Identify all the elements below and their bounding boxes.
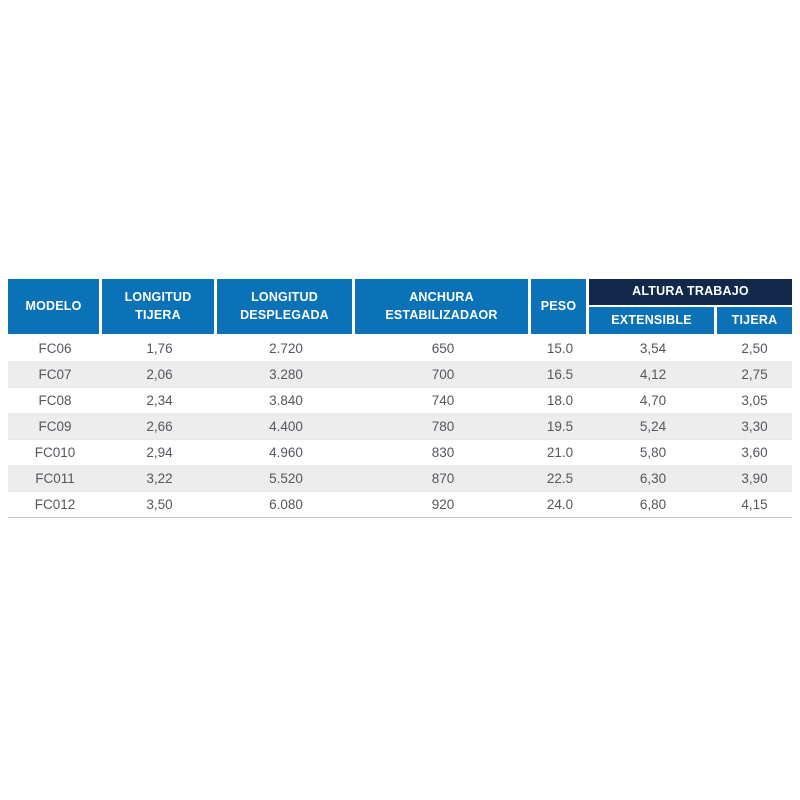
cell: 2.720 (217, 336, 355, 362)
cell: 22.5 (531, 466, 589, 492)
cell: 740 (355, 388, 531, 414)
cell-model: FC06 (8, 336, 102, 362)
table-row: FC07 2,06 3.280 700 16.5 4,12 2,75 (8, 362, 792, 388)
col-header-longitud-tijera-line2: TIJERA (135, 307, 181, 322)
col-group-header-altura-trabajo-label: ALTURA TRABAJO (632, 284, 749, 299)
cell: 4,12 (589, 362, 717, 388)
table-row: FC06 1,76 2.720 650 15.0 3,54 2,50 (8, 336, 792, 362)
cell: 15.0 (531, 336, 589, 362)
cell: 2,34 (102, 388, 217, 414)
table-row: FC010 2,94 4.960 830 21.0 5,80 3,60 (8, 440, 792, 466)
col-header-tijera: TIJERA (717, 307, 792, 336)
cell: 5.520 (217, 466, 355, 492)
cell: 4,15 (717, 492, 792, 518)
cell: 5,80 (589, 440, 717, 466)
cell: 6,80 (589, 492, 717, 518)
table-row: FC012 3,50 6.080 920 24.0 6,80 4,15 (8, 492, 792, 518)
cell: 24.0 (531, 492, 589, 518)
cell-model: FC010 (8, 440, 102, 466)
col-header-peso: PESO (531, 279, 589, 336)
cell-model: FC011 (8, 466, 102, 492)
cell: 830 (355, 440, 531, 466)
cell: 3,60 (717, 440, 792, 466)
cell: 4.960 (217, 440, 355, 466)
col-header-anchura-line2: ESTABILIZADAOR (385, 307, 498, 322)
table-row: FC08 2,34 3.840 740 18.0 4,70 3,05 (8, 388, 792, 414)
cell: 21.0 (531, 440, 589, 466)
cell: 2,50 (717, 336, 792, 362)
col-header-extensible: EXTENSIBLE (589, 307, 717, 336)
col-header-longitud-desplegada: LONGITUD DESPLEGADA (217, 279, 355, 336)
col-header-longitud-desplegada-line1: LONGITUD (251, 290, 318, 304)
cell: 3,54 (589, 336, 717, 362)
col-header-longitud-tijera-line1: LONGITUD (124, 290, 192, 304)
table-row: FC09 2,66 4.400 780 19.5 5,24 3,30 (8, 414, 792, 440)
cell: 2,75 (717, 362, 792, 388)
cell: 3.280 (217, 362, 355, 388)
cell: 16.5 (531, 362, 589, 388)
cell: 700 (355, 362, 531, 388)
cell-model: FC09 (8, 414, 102, 440)
cell-model: FC07 (8, 362, 102, 388)
cell: 4.400 (217, 414, 355, 440)
cell: 2,94 (102, 440, 217, 466)
cell: 6,30 (589, 466, 717, 492)
col-header-anchura-line1: ANCHURA (409, 290, 474, 304)
col-header-anchura-estabilizador: ANCHURA ESTABILIZADAOR (355, 279, 531, 336)
cell: 3,05 (717, 388, 792, 414)
cell: 19.5 (531, 414, 589, 440)
cell: 780 (355, 414, 531, 440)
cell: 4,70 (589, 388, 717, 414)
cell: 1,76 (102, 336, 217, 362)
cell: 3,90 (717, 466, 792, 492)
cell: 650 (355, 336, 531, 362)
cell: 2,66 (102, 414, 217, 440)
cell: 6.080 (217, 492, 355, 518)
col-group-header-altura-trabajo: ALTURA TRABAJO (589, 279, 792, 307)
cell: 3,50 (102, 492, 217, 518)
col-header-extensible-label: EXTENSIBLE (611, 312, 692, 327)
specs-table: MODELO LONGITUD TIJERA LONGITUD DESPLEGA… (8, 279, 792, 518)
col-header-longitud-desplegada-line2: DESPLEGADA (240, 307, 329, 322)
cell: 870 (355, 466, 531, 492)
cell: 5,24 (589, 414, 717, 440)
cell: 3,22 (102, 466, 217, 492)
col-header-longitud-tijera: LONGITUD TIJERA (102, 279, 217, 336)
col-header-peso-label: PESO (540, 298, 577, 313)
col-header-modelo: MODELO (8, 279, 102, 336)
cell: 2,06 (102, 362, 217, 388)
cell: 920 (355, 492, 531, 518)
cell: 18.0 (531, 388, 589, 414)
table-row: FC011 3,22 5.520 870 22.5 6,30 3,90 (8, 466, 792, 492)
cell-model: FC08 (8, 388, 102, 414)
table-header: MODELO LONGITUD TIJERA LONGITUD DESPLEGA… (8, 279, 792, 336)
col-header-modelo-label: MODELO (25, 298, 82, 313)
col-header-tijera-label: TIJERA (731, 312, 778, 327)
cell: 3.840 (217, 388, 355, 414)
cell: 3,30 (717, 414, 792, 440)
table-body: FC06 1,76 2.720 650 15.0 3,54 2,50 FC07 … (8, 336, 792, 518)
cell-model: FC012 (8, 492, 102, 518)
